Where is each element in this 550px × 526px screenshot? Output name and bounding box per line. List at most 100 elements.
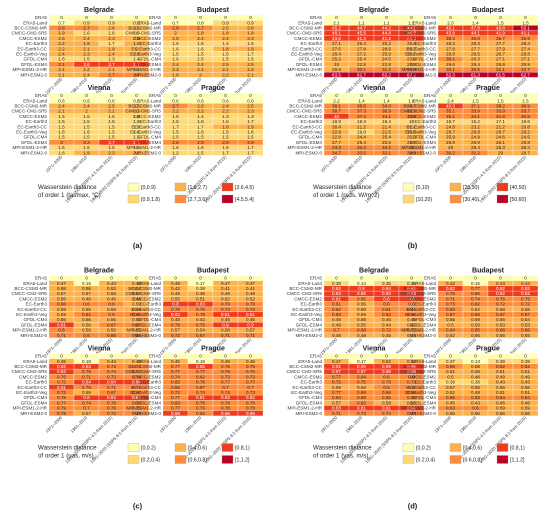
cell-value: 2.3 (133, 36, 140, 41)
cell-value: 2.1 (58, 72, 65, 77)
cell-value: 1.6 (108, 119, 115, 124)
cell-value: 2.3 (247, 36, 254, 41)
cell-value: 0 (410, 93, 413, 98)
cell-value: 0.79 (221, 302, 230, 307)
cell-value: 0.72 (171, 390, 180, 395)
cell-value: 0.68 (407, 390, 416, 395)
cell-value: 1.9 (247, 124, 254, 129)
cell-value: 31.1 (496, 67, 505, 72)
cell-value: 0.75 (196, 400, 205, 405)
legend-swatch (221, 194, 234, 204)
panel-title: Vienna (363, 346, 386, 353)
row-label: BCC-CSM2-MR (128, 364, 161, 369)
cell-value: 1.5 (133, 114, 140, 119)
cell-value: 22.8 (382, 62, 391, 67)
cell-value: 0.72 (521, 302, 530, 307)
cell-value: 1.3 (222, 114, 229, 119)
row-label: MRI-ESM2-0 (20, 411, 47, 416)
cell-value: 0.42 (446, 281, 455, 286)
cell-value: 0.48 (471, 374, 480, 379)
cell-value: 0.9 (108, 20, 115, 25)
cell-value: 0.45 (407, 333, 416, 338)
cell-value: 1.8 (222, 46, 229, 51)
cell-value: 1.8 (222, 124, 229, 129)
cell-value: 0.49 (171, 281, 180, 286)
cell-value: 0.82 (521, 291, 530, 296)
heatmap-figure-d: BelgradeERA5ERA5-LandBCC-CSM2-MRCMCC-CM2… (287, 268, 539, 511)
cell-value: 2.1 (197, 67, 204, 72)
cell-value: 0.55 (496, 333, 505, 338)
cell-value: 0.58 (132, 291, 141, 296)
cell-value: 33.9 (496, 109, 505, 114)
cell-value: 0.49 (357, 333, 366, 338)
row-label: GFDL-CM4 (413, 135, 437, 140)
cell-value: 0.45 (171, 359, 180, 364)
cell-value: 0.74 (246, 307, 255, 312)
row-label: MPI-ESM1-2-HR (13, 67, 48, 72)
cell-value: 1.6 (58, 150, 65, 155)
cell-value: 0 (499, 93, 502, 98)
row-label: MRI-ESM2-0 (409, 411, 436, 416)
cell-value: 36.9 (521, 36, 530, 41)
cell-value: 0.76 (446, 291, 455, 296)
row-label: BCC-CSM2-MR (289, 286, 322, 291)
heatmap-cell (398, 332, 425, 339)
cell-value: 0.75 (132, 406, 141, 411)
cell-value: 0.58 (382, 400, 391, 405)
cell-value: 0.64 (521, 395, 530, 400)
cell-value: 0.63 (446, 406, 455, 411)
cell-value: 24.6 (496, 135, 505, 140)
cell-value: 0 (60, 276, 63, 281)
cell-value: 0.45 (57, 359, 66, 364)
cell-value: 0.83 (196, 302, 205, 307)
figure-caption: (a) (133, 241, 143, 250)
row-label: MRI-ESM2-0 (20, 150, 47, 155)
cell-value: 41.1 (521, 31, 530, 36)
cell-value: 1.5 (222, 130, 229, 135)
cell-value: 2.2 (58, 46, 65, 51)
cell-value: 0.71 (132, 385, 141, 390)
row-label: CMCC-CM2-SR5 (287, 291, 323, 296)
panel-title: Prague (201, 346, 225, 353)
cell-value: 18.4 (382, 119, 391, 124)
legend-label: [1,1.2] (510, 458, 525, 464)
cell-value: 1.6 (172, 41, 179, 46)
cell-value: 0 (524, 276, 527, 281)
cell-value: 0.51 (496, 390, 505, 395)
cell-value: 28.4 (471, 145, 480, 150)
cell-value: 30.1 (446, 57, 455, 62)
cell-value: 0.52 (382, 359, 391, 364)
cell-value: 0.13 (471, 359, 480, 364)
cell-value: 0.54 (521, 317, 530, 322)
cell-value: 0.65 (171, 380, 180, 385)
cell-value: 2.2 (247, 67, 254, 72)
row-label: CMCC-CM2-SR5 (287, 31, 323, 36)
cell-value: 43.9 (446, 31, 455, 36)
cell-value: 0 (174, 15, 177, 20)
cell-value: 1.5 (58, 119, 65, 124)
cell-value: 2.4 (58, 104, 65, 109)
row-label: MRI-ESM2-0 (409, 72, 436, 77)
cell-value: 0.59 (132, 302, 141, 307)
cell-value: 0 (449, 354, 452, 359)
cell-value: 0 (524, 354, 527, 359)
legend-label: [40,50) (510, 185, 526, 191)
cell-value: 0.77 (332, 374, 341, 379)
cell-value: 0.99 (382, 364, 391, 369)
cell-value: 0.47 (57, 281, 66, 286)
row-label: EC-Earth3 (301, 41, 323, 46)
cell-value: 0.46 (221, 317, 230, 322)
legend-swatch (221, 443, 234, 452)
row-label: MPI-ESM1-2-HR (402, 145, 437, 150)
column-label: 1981–2010 (69, 154, 88, 173)
cell-value: 1.5 (197, 52, 204, 57)
legend-swatch (127, 455, 140, 464)
cell-value: 26.8 (446, 52, 455, 57)
row-label: ERA5 (310, 354, 322, 359)
legend-label: [1.8,2.7) (188, 185, 207, 191)
cell-value: 1.5 (58, 124, 65, 129)
cell-value: 1.6 (58, 57, 65, 62)
legend-title-line2: of order 1 (uas, m/s) (38, 453, 94, 460)
cell-value: 0.42 (196, 317, 205, 322)
cell-value: 0.65 (407, 395, 416, 400)
